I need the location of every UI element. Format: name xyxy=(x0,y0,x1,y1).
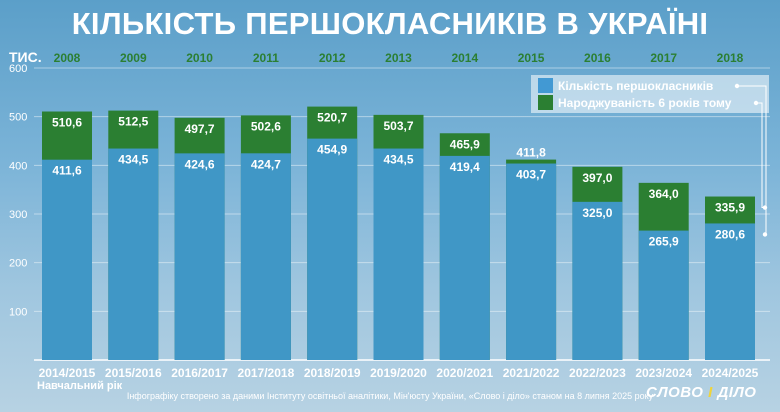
bar-first-graders xyxy=(572,201,623,360)
birth-year-label: 2017 xyxy=(650,51,677,65)
y-tick-label: 500 xyxy=(9,112,27,124)
birth-year-label: 2008 xyxy=(54,51,81,65)
x-tick-label: 2019/2020 xyxy=(370,366,427,380)
bar-first-graders xyxy=(174,153,225,360)
first-graders-value-label: 280,6 xyxy=(715,227,745,241)
first-graders-value-label: 434,5 xyxy=(118,153,148,167)
legend-swatch-births xyxy=(538,95,553,110)
legend-label-births: Народжуваність 6 років тому xyxy=(558,96,732,110)
x-tick-label: 2020/2021 xyxy=(436,366,493,380)
first-graders-value-label: 424,7 xyxy=(251,157,281,171)
births-value-label: 411,8 xyxy=(516,146,546,160)
bars-layer xyxy=(42,106,755,361)
x-tick-label: 2023/2024 xyxy=(635,366,692,380)
y-tick-label: 300 xyxy=(9,209,27,221)
births-value-label: 503,7 xyxy=(383,119,413,133)
chart-title: КІЛЬКІСТЬ ПЕРШОКЛАСНИКІВ В УКРАЇНІ xyxy=(71,6,709,41)
legend-background xyxy=(531,75,769,113)
y-axis-label: ТИС. xyxy=(9,49,42,65)
x-tick-label: 2018/2019 xyxy=(304,366,361,380)
source-note: Інфографіку створено за даними Інституту… xyxy=(126,391,654,401)
first-graders-value-label: 325,0 xyxy=(582,206,612,220)
birth-year-label: 2012 xyxy=(319,51,346,65)
first-graders-value-label: 434,5 xyxy=(383,153,413,167)
bar-first-graders xyxy=(240,153,291,360)
x-tick-label: 2022/2023 xyxy=(569,366,626,380)
legend-connectors xyxy=(734,83,768,237)
brand-logo: СЛОВО І ДІЛО xyxy=(646,384,756,401)
first-graders-value-label: 454,9 xyxy=(317,143,347,157)
bar-first-graders xyxy=(108,148,159,360)
bar-first-graders xyxy=(506,163,557,360)
first-graders-value-label: 424,6 xyxy=(185,157,215,171)
births-value-label: 520,7 xyxy=(317,111,347,125)
first-graders-value-label: 265,9 xyxy=(649,235,679,249)
connector-dot xyxy=(762,232,768,237)
birth-year-label: 2018 xyxy=(717,51,744,65)
first-graders-value-label: 419,4 xyxy=(450,160,480,174)
x-tick-label: 2017/2018 xyxy=(238,366,295,380)
birth-year-label: 2014 xyxy=(451,51,478,65)
logo-separator: І xyxy=(708,384,713,401)
birth-year-label: 2015 xyxy=(518,51,545,65)
birth-year-label: 2009 xyxy=(120,51,147,65)
connector-dot xyxy=(753,100,759,106)
x-tick-label: 2016/2017 xyxy=(171,366,228,380)
bar-first-graders xyxy=(42,159,92,360)
bar-first-graders xyxy=(439,155,490,360)
bar-first-graders xyxy=(705,223,755,360)
birth-year-label: 2013 xyxy=(385,51,412,65)
x-tick-label: 2015/2016 xyxy=(105,366,162,380)
x-tick-label: 2024/2025 xyxy=(702,366,759,380)
logo-right: ДІЛО xyxy=(717,384,757,401)
births-value-label: 497,7 xyxy=(185,122,215,136)
legend-connector-births xyxy=(756,102,765,209)
birth-year-label: 2016 xyxy=(584,51,611,65)
y-tick-label: 600 xyxy=(9,63,27,75)
y-tick-label: 100 xyxy=(9,306,27,318)
legend-label-first-graders: Кількість першокласників xyxy=(558,79,713,93)
births-value-label: 397,0 xyxy=(582,171,612,185)
x-tick-label: 2021/2022 xyxy=(503,366,560,380)
bar-first-graders xyxy=(373,148,424,360)
births-value-label: 465,9 xyxy=(450,137,480,151)
bar-first-graders xyxy=(638,230,689,360)
bar-first-graders xyxy=(307,138,358,360)
connector-dot xyxy=(762,205,768,210)
legend-swatch-first-graders xyxy=(538,78,553,93)
birth-year-label: 2010 xyxy=(186,51,213,65)
labels-layer: ТИС. 2008 510,6 411,6 2014/2015 2009 512,5 434,… xyxy=(9,49,759,392)
births-value-label: 502,6 xyxy=(251,119,281,133)
births-value-label: 512,5 xyxy=(118,115,148,129)
x-tick-label: 2014/2015 xyxy=(39,366,96,380)
births-value-label: 335,9 xyxy=(715,201,745,215)
birth-year-label: 2011 xyxy=(253,51,279,65)
connector-dot xyxy=(734,83,740,89)
y-tick-label: 400 xyxy=(9,160,27,172)
first-graders-value-label: 403,7 xyxy=(516,168,546,182)
logo-left: СЛОВО xyxy=(646,384,704,401)
births-value-label: 510,6 xyxy=(52,116,82,130)
births-value-label: 364,0 xyxy=(649,187,679,201)
x-axis-label: Навчальний рік xyxy=(37,380,123,392)
legend: Кількість першокласників Народжуваність 6… xyxy=(531,75,769,113)
first-graders-value-label: 411,6 xyxy=(52,164,82,178)
y-tick-label: 200 xyxy=(9,258,27,270)
